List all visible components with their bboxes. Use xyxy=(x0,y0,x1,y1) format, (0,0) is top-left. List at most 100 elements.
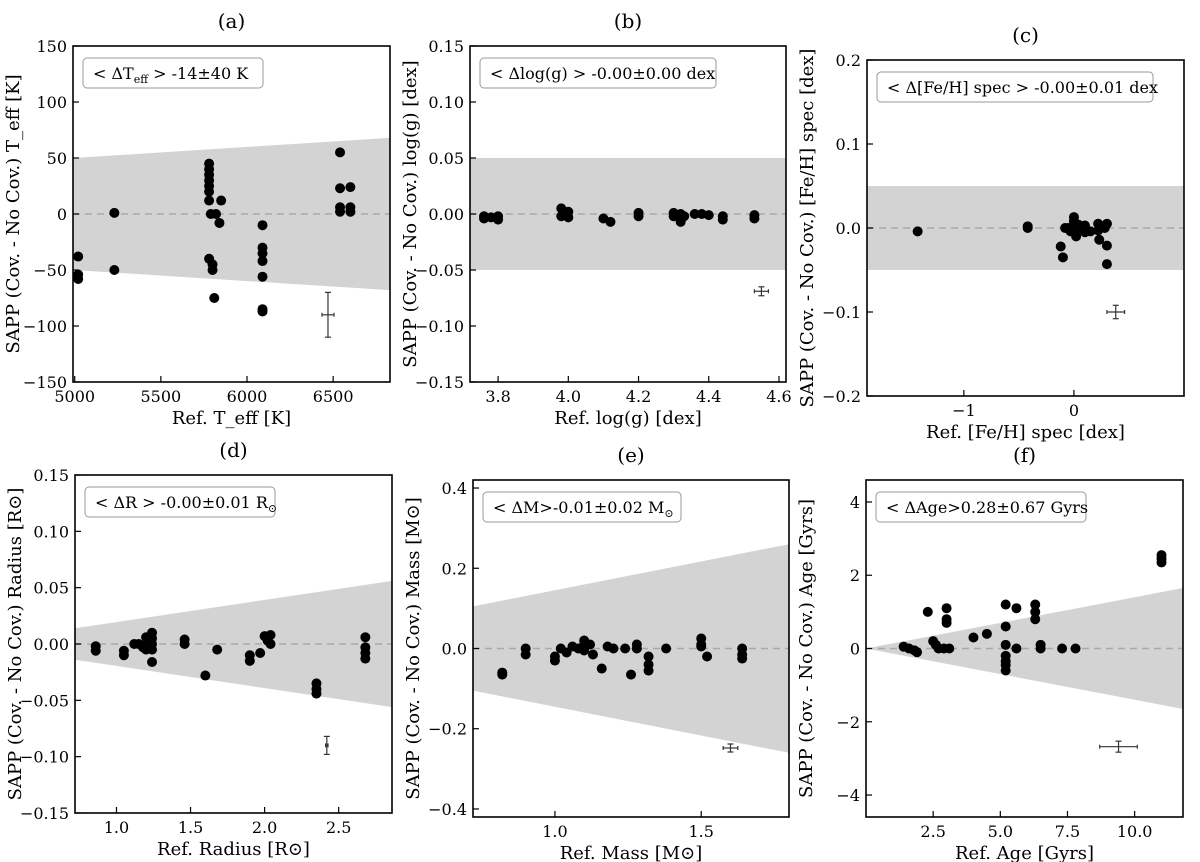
data-point xyxy=(520,649,531,660)
data-point xyxy=(118,650,129,661)
y-tick-label: 0.0 xyxy=(836,219,861,238)
data-point xyxy=(207,265,218,275)
y-tick-label: 50 xyxy=(47,149,67,168)
data-point xyxy=(1101,218,1112,229)
legend-box xyxy=(479,57,717,89)
data-point xyxy=(212,644,223,655)
panel-label: (c) xyxy=(1012,23,1039,47)
y-tick-label: 0.0 xyxy=(442,640,467,659)
y-tick-label: 100 xyxy=(36,93,67,112)
data-point xyxy=(244,655,255,666)
y-tick-label: 4 xyxy=(850,493,860,512)
x-tick-label: 0 xyxy=(1069,401,1079,420)
data-point xyxy=(210,209,221,219)
y-tick-label: −0.15 xyxy=(20,804,69,823)
data-point xyxy=(1101,240,1112,251)
y-axis-label: SAPP (Cov. - No Cov.) Radius [R⊙] xyxy=(5,488,26,801)
panel-label: (e) xyxy=(617,443,644,467)
typical-error-bar xyxy=(753,286,770,297)
x-tick-label: 10.0 xyxy=(1117,822,1153,841)
data-point xyxy=(204,195,215,206)
data-point xyxy=(345,182,356,193)
data-point xyxy=(257,220,268,231)
x-tick-label: 6500 xyxy=(313,387,354,406)
legend-text: < ΔAge>0.28±0.67 Gyrs xyxy=(886,498,1088,517)
y-tick-label: −0.2 xyxy=(822,387,861,406)
data-point xyxy=(689,209,700,219)
typical-error-bar xyxy=(722,743,739,753)
data-point xyxy=(335,183,346,194)
data-point xyxy=(585,639,596,650)
x-tick-label: 4.6 xyxy=(766,387,791,406)
legend-text: < ΔR > -0.00±0.01 R⊙ xyxy=(95,493,277,515)
y-tick-label: 0.2 xyxy=(836,51,861,70)
data-point xyxy=(497,669,508,680)
y-axis-label: SAPP (Cov. - No Cov.) Age [Gyrs] xyxy=(796,499,817,798)
x-tick-label: 7.5 xyxy=(1055,822,1080,841)
data-point xyxy=(696,641,707,652)
y-tick-label: −0.2 xyxy=(428,720,467,739)
y-tick-label: −4 xyxy=(836,786,860,805)
data-point xyxy=(661,643,672,654)
data-point xyxy=(643,651,654,662)
y-tick-label: −2 xyxy=(836,713,860,732)
data-point xyxy=(941,617,952,628)
x-tick-label: 1.0 xyxy=(104,818,129,837)
data-point xyxy=(563,212,574,223)
data-point xyxy=(1000,639,1011,650)
data-point xyxy=(702,651,713,662)
data-point xyxy=(200,670,211,681)
data-point xyxy=(1057,643,1068,654)
y-tick-label: 0 xyxy=(850,640,860,659)
data-point xyxy=(360,653,371,664)
x-tick-label: 2.5 xyxy=(326,818,351,837)
y-tick-label: −0.4 xyxy=(428,800,467,819)
data-point xyxy=(73,273,84,284)
y-tick-label: 0.05 xyxy=(33,579,69,598)
data-point xyxy=(717,214,728,225)
panel-e: 1.0 1.5 −0.4 −0.2 0.0 0.2 0.4 (e) Ref. Mass [M⊙]… xyxy=(403,443,790,862)
x-tick-label: 6000 xyxy=(227,387,268,406)
panel-d: 1.0 1.5 2.0 2.5 −0.15 −0.10 −0.05 0.00 0.05 0.10 0… xyxy=(5,438,393,860)
y-tick-label: 0 xyxy=(57,205,67,224)
data-point xyxy=(1057,252,1068,263)
y-tick-label: −0.10 xyxy=(20,748,69,767)
x-tick-label: 5500 xyxy=(141,387,182,406)
data-point xyxy=(216,195,227,206)
data-point xyxy=(214,217,225,228)
x-axis-label: Ref. Radius [R⊙] xyxy=(157,839,310,860)
data-point xyxy=(179,639,190,649)
data-point xyxy=(1030,606,1041,617)
data-point xyxy=(1011,643,1022,654)
data-point xyxy=(257,306,268,317)
data-point xyxy=(1030,599,1041,610)
panel-f: 2.5 5.0 7.5 10.0 −4 −2 0 2 4 (f) Ref. Age [Gyrs] SA… xyxy=(796,443,1184,862)
data-point xyxy=(204,186,215,197)
y-tick-label: 0.00 xyxy=(428,205,464,224)
typical-error-bar xyxy=(323,735,330,756)
data-point xyxy=(360,632,371,643)
data-point xyxy=(749,213,760,224)
x-tick-label: 1.0 xyxy=(542,822,567,841)
data-point xyxy=(1094,234,1105,245)
y-tick-label: 150 xyxy=(36,37,67,56)
panel-b: 3.8 4.0 4.2 4.4 4.6 −0.15 −0.10 −0.05 0.00 0.05 0.… xyxy=(400,9,792,429)
data-point xyxy=(335,206,346,217)
y-tick-label: 0.00 xyxy=(33,635,69,654)
x-axis-label: Ref. T_eff [K] xyxy=(172,408,291,429)
data-point xyxy=(493,214,504,225)
y-tick-label: −0.05 xyxy=(415,261,464,280)
data-point xyxy=(1035,643,1046,654)
y-tick-label: −50 xyxy=(33,261,67,280)
legend-box xyxy=(482,491,682,523)
x-tick-label: 1.5 xyxy=(178,818,203,837)
x-tick-label: −1 xyxy=(952,401,976,420)
panel-a: 5000 5500 6000 6500 −150 −100 −50 0 50 100 150 (a) R… xyxy=(3,9,391,429)
data-point xyxy=(679,211,690,222)
panel-label: (f) xyxy=(1013,443,1036,467)
data-point xyxy=(1101,259,1112,270)
data-point xyxy=(1000,665,1011,676)
data-point xyxy=(941,603,952,614)
typical-error-bar xyxy=(1099,740,1138,753)
data-point xyxy=(1011,603,1022,614)
